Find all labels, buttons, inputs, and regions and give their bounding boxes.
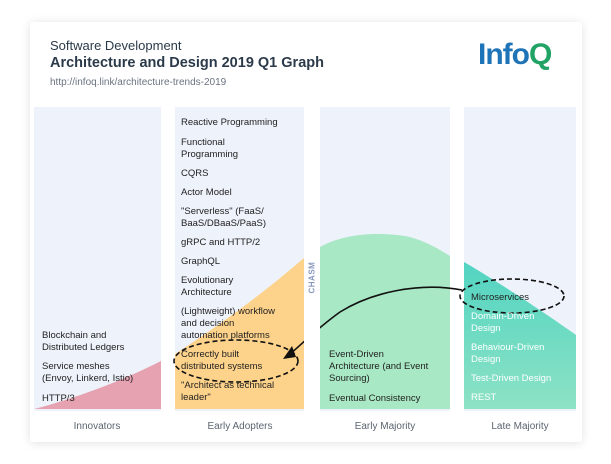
item-service-meshes: Service meshes (Envoy, Linkerd, Istio) xyxy=(42,361,134,384)
transition-arrow-head xyxy=(283,346,296,359)
curve-innovators xyxy=(34,361,161,409)
chasm-gap xyxy=(304,107,320,411)
label-innovators: Innovators xyxy=(73,421,121,432)
item-architect-leader: "Architect as technical leader" xyxy=(181,380,275,403)
item-http3: HTTP/3 xyxy=(42,393,75,404)
item-workflow-platforms: (Lightweight) workflow and decision automa… xyxy=(181,306,275,341)
item-eventual-consistency: Eventual Consistency xyxy=(329,393,421,404)
item-functional-programming: Functional Programming xyxy=(181,137,239,160)
graph-title: Architecture and Design 2019 Q1 Graph xyxy=(50,55,324,71)
graph-subtitle: Software Development xyxy=(50,38,182,53)
item-actor-model: Actor Model xyxy=(181,187,232,198)
item-blockchain: Blockchain and Distributed Ledgers xyxy=(42,330,125,353)
item-cqrs: CQRS xyxy=(181,168,209,179)
item-evolutionary-architecture: Evolutionary Architecture xyxy=(181,275,234,298)
chasm-label: CHASM xyxy=(307,261,317,294)
item-reactive-programming: Reactive Programming xyxy=(181,117,278,128)
highlight-microservices xyxy=(459,278,565,314)
curve-early-adopters xyxy=(175,258,304,409)
label-early-adopters: Early Adopters xyxy=(207,421,273,432)
label-early-majority: Early Majority xyxy=(354,421,416,432)
transition-arrow-line xyxy=(289,286,463,355)
item-grpc-http2: gRPC and HTTP/2 xyxy=(181,237,261,248)
item-domain-driven-design: Domain-Driven Design xyxy=(471,311,535,334)
logo-main-text: Info xyxy=(478,38,530,71)
item-behaviour-driven-design: Behaviour-Driven Design xyxy=(471,342,545,365)
logo-accent-text: Q xyxy=(528,38,552,71)
highlight-distributed-systems xyxy=(173,339,299,383)
infoq-logo[interactable]: InfoQ xyxy=(478,38,552,72)
item-microservices: Microservices xyxy=(471,292,530,303)
item-rest: REST xyxy=(471,392,497,403)
item-test-driven-design: Test-Driven Design xyxy=(471,373,552,384)
column-innovators xyxy=(34,107,161,411)
item-distributed-systems: Correctly built distributed systems xyxy=(181,349,263,372)
item-event-driven: Event-Driven Architecture (and Event Sourc… xyxy=(329,349,429,384)
graph-url[interactable]: http://infoq.link/architecture-trends-20… xyxy=(50,77,227,88)
curve-late-majority xyxy=(464,262,576,409)
item-serverless: "Serverless" (FaaS/BaaS/DBaaS/PaaS) xyxy=(181,206,267,229)
curve-early-majority xyxy=(320,233,450,409)
label-late-majority: Late Majority xyxy=(491,421,549,432)
item-graphql: GraphQL xyxy=(181,256,221,267)
